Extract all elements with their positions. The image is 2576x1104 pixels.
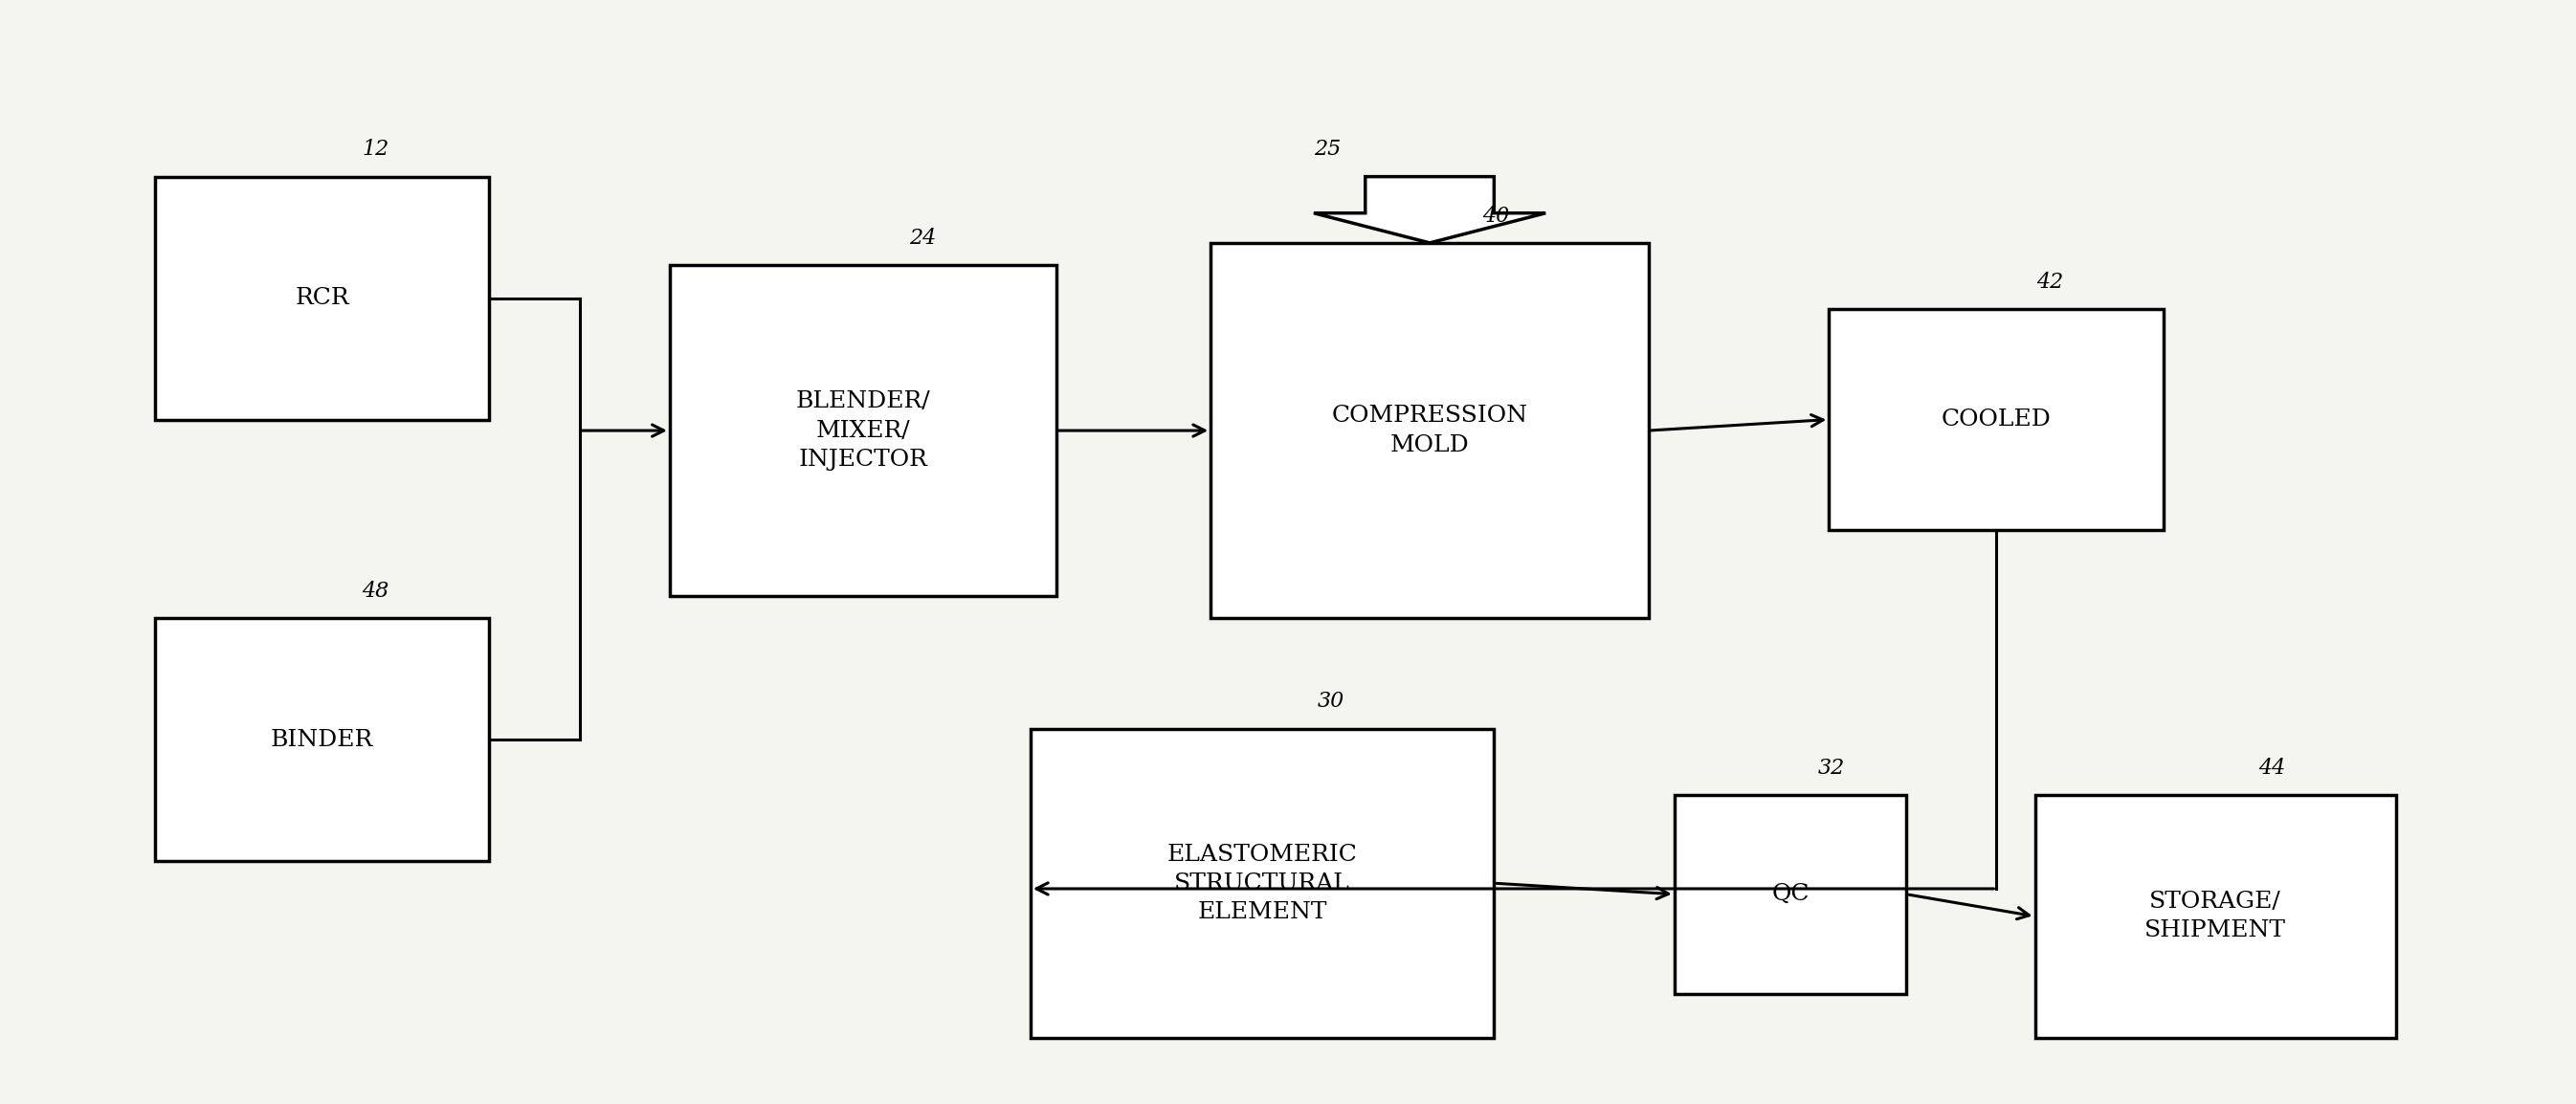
Text: 25: 25 xyxy=(1314,139,1340,160)
Text: 44: 44 xyxy=(2259,757,2285,778)
FancyBboxPatch shape xyxy=(1211,243,1649,618)
Text: QC: QC xyxy=(1772,883,1808,905)
Text: STORAGE/
SHIPMENT: STORAGE/ SHIPMENT xyxy=(2146,891,2285,942)
Text: 48: 48 xyxy=(363,581,389,602)
FancyBboxPatch shape xyxy=(1829,309,2164,530)
Text: ELASTOMERIC
STRUCTURAL
ELEMENT: ELASTOMERIC STRUCTURAL ELEMENT xyxy=(1167,843,1358,923)
Text: 32: 32 xyxy=(1819,757,1844,778)
Text: 30: 30 xyxy=(1319,691,1345,712)
FancyBboxPatch shape xyxy=(155,177,489,420)
Text: 40: 40 xyxy=(1481,205,1510,226)
Text: 42: 42 xyxy=(2038,272,2063,293)
FancyBboxPatch shape xyxy=(1030,729,1494,1038)
FancyBboxPatch shape xyxy=(155,618,489,861)
Text: BINDER: BINDER xyxy=(270,729,374,751)
FancyBboxPatch shape xyxy=(2035,795,2396,1038)
Text: 12: 12 xyxy=(363,139,389,160)
Text: 24: 24 xyxy=(909,227,935,248)
Text: RCR: RCR xyxy=(294,287,350,309)
FancyBboxPatch shape xyxy=(1674,795,1906,994)
Polygon shape xyxy=(1314,177,1546,243)
Text: COMPRESSION
MOLD: COMPRESSION MOLD xyxy=(1332,405,1528,456)
Text: COOLED: COOLED xyxy=(1942,408,2050,431)
FancyBboxPatch shape xyxy=(670,265,1056,596)
Text: BLENDER/
MIXER/
INJECTOR: BLENDER/ MIXER/ INJECTOR xyxy=(796,391,930,470)
